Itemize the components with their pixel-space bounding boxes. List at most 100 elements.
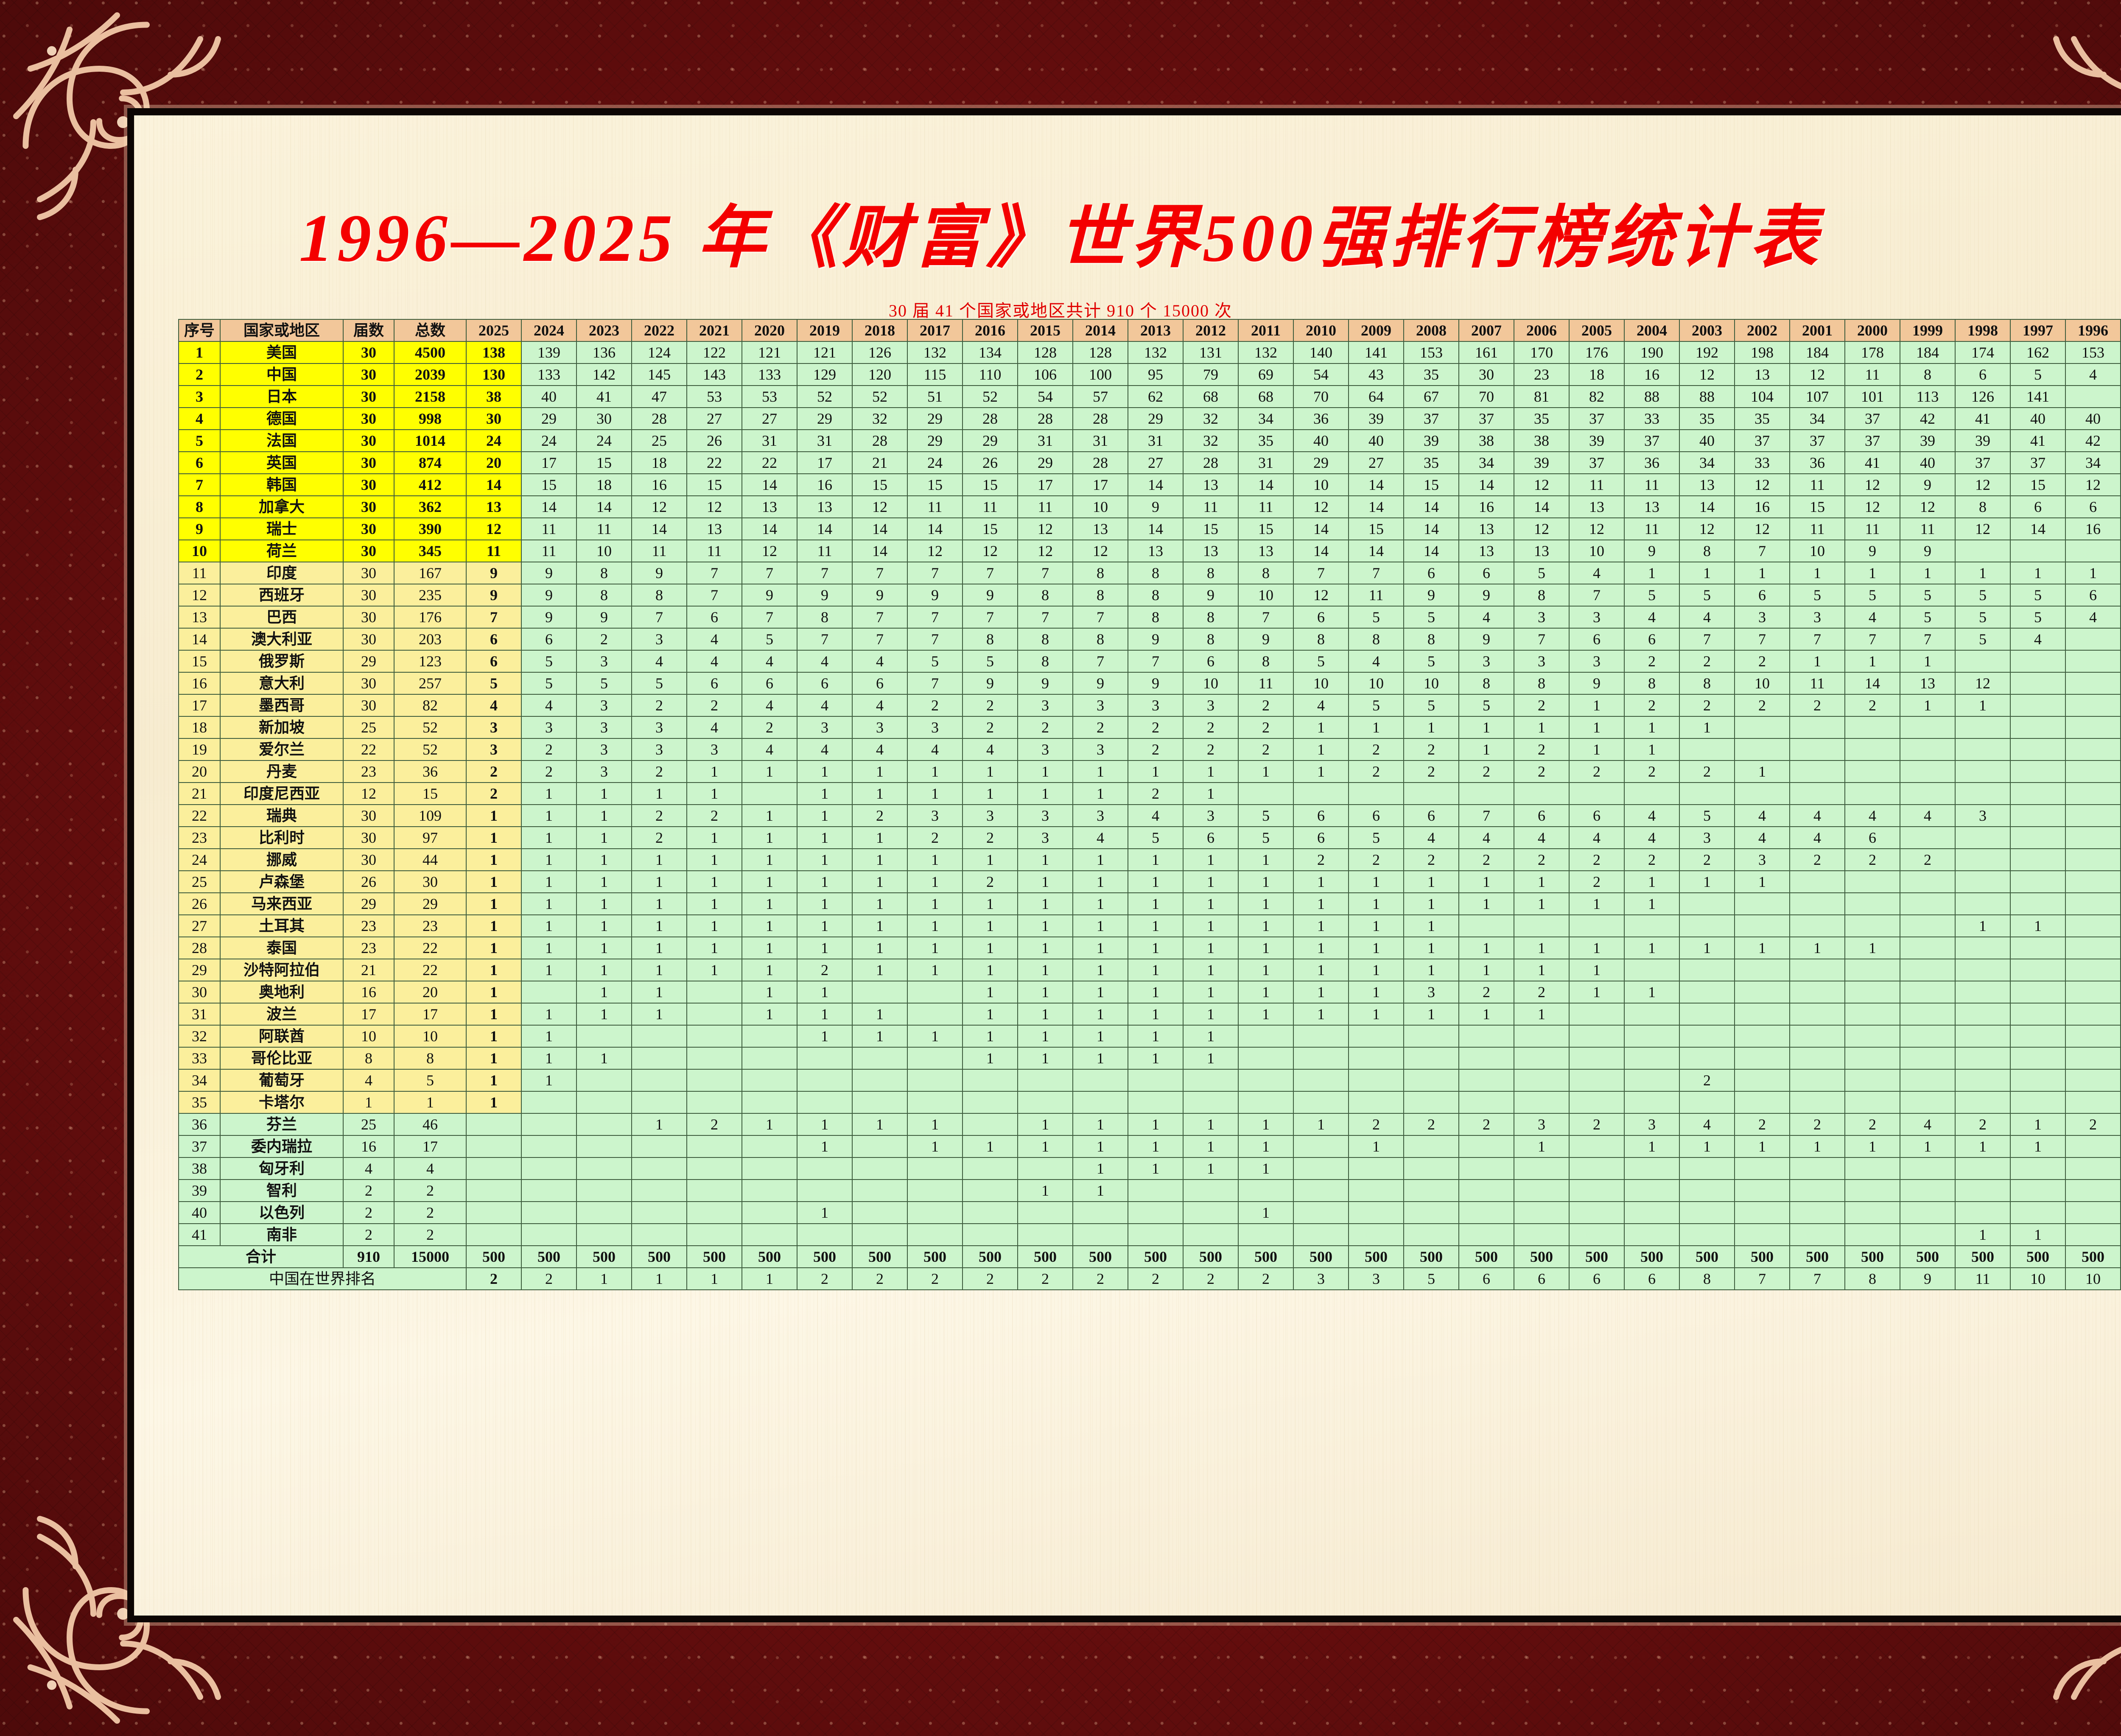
total-cell: 203 — [394, 628, 467, 651]
year-value-cell-2001: 1 — [1789, 650, 1845, 673]
col-header-index[interactable]: 序号 — [178, 319, 221, 342]
col-header-year-2018[interactable]: 2018 — [852, 319, 908, 342]
year-value-cell-2001: 184 — [1789, 341, 1845, 364]
col-header-year-2014[interactable]: 2014 — [1072, 319, 1128, 342]
table-row[interactable]: 35 卡塔尔 1 1 1 — [178, 1091, 2121, 1114]
year-value-cell-2019: 8 — [797, 606, 853, 629]
col-header-year-2006[interactable]: 2006 — [1514, 319, 1570, 342]
year-value-cell-2025: 1 — [466, 1091, 522, 1114]
total-year-cell-2006: 500 — [1514, 1245, 1570, 1268]
table-row[interactable]: 24 挪威 30 44 1 1 1 1 1 1 1 1 1 1 1 1 1 1 1 2 2 2 2 2 2 2 2 3 2 2 2 — [178, 848, 2121, 871]
table-row[interactable]: 38 匈牙利 4 4 1 1 1 1 — [178, 1157, 2121, 1180]
row-index-cell: 27 — [178, 914, 221, 937]
table-row[interactable]: 18 新加坡 25 52 3 3 3 3 4 2 3 3 3 2 2 2 2 2 2 1 1 1 1 1 1 1 1 — [178, 716, 2121, 739]
table-row[interactable]: 23 比利时 30 97 1 1 1 2 1 1 1 1 2 2 3 4 5 6 5 6 5 4 4 4 4 4 3 4 4 6 — [178, 826, 2121, 849]
sessions-cell: 4 — [343, 1069, 395, 1092]
col-header-year-2023[interactable]: 2023 — [576, 319, 632, 342]
table-row[interactable]: 4 德国 30 998 30 29 30 28 27 27 29 32 29 28 28 28 29 32 34 36… — [178, 407, 2121, 430]
year-value-cell-1999: 42 — [1900, 407, 1956, 430]
year-value-cell-2020: 9 — [742, 584, 797, 607]
table-row[interactable]: 26 马来西亚 29 29 1 1 1 1 1 1 1 1 1 1 1 1 1 1 1 1 1 1 1 1 1 1 — [178, 892, 2121, 915]
table-row[interactable]: 40 以色列 2 2 1 1 — [178, 1201, 2121, 1224]
table-row[interactable]: 28 泰国 23 22 1 1 1 1 1 1 1 1 1 1 1 1 1 1 1 1 1 1 1 1 1 1 1 1 1 1 — [178, 936, 2121, 959]
col-header-year-2001[interactable]: 2001 — [1789, 319, 1845, 342]
row-index-cell: 23 — [178, 826, 221, 849]
table-row[interactable]: 22 瑞典 30 109 1 1 1 2 2 1 1 2 3 3 3 3 4 3 5 6 6 6 7 6 6 4 5 4 4 4 4 3 — [178, 804, 2121, 827]
table-row[interactable]: 37 委内瑞拉 16 17 1 1 1 1 1 1 1 1 1 1 1 1 1 1 1 1 1 1 — [178, 1135, 2121, 1158]
col-header-total[interactable]: 总数 — [394, 319, 467, 342]
year-value-cell-2017 — [907, 1047, 963, 1070]
year-value-cell-2023 — [576, 1223, 632, 1246]
year-value-cell-2018: 1 — [852, 870, 908, 893]
col-header-year-2010[interactable]: 2010 — [1293, 319, 1349, 342]
table-row[interactable]: 20 丹麦 23 36 2 2 3 2 1 1 1 1 1 1 1 1 1 1 1 1 2 2 2 2 2 2 2 1 — [178, 760, 2121, 783]
col-header-year-2019[interactable]: 2019 — [797, 319, 853, 342]
country-name-cell: 日本 — [220, 385, 344, 408]
table-row[interactable]: 33 哥伦比亚 8 8 1 1 1 1 1 1 1 1 — [178, 1047, 2121, 1070]
col-header-year-2024[interactable]: 2024 — [521, 319, 577, 342]
col-header-country[interactable]: 国家或地区 — [220, 319, 344, 342]
table-row[interactable]: 15 俄罗斯 29 123 6 5 3 4 4 4 4 4 5 5 8 7 7 6 8 5 4 5 3 3 3 2 2 2 1 1 1 — [178, 650, 2121, 673]
year-value-cell-2011: 31 — [1238, 451, 1294, 474]
table-row[interactable]: 3 日本 30 2158 38 40 41 47 53 53 52 52 51 52 54 57 62 68 68 7… — [178, 385, 2121, 408]
table-row[interactable]: 27 土耳其 23 23 1 1 1 1 1 1 1 1 1 1 1 1 1 1 1 1 1 1 1 1 — [178, 914, 2121, 937]
table-row[interactable]: 34 葡萄牙 4 5 1 1 2 — [178, 1069, 2121, 1092]
table-row[interactable]: 39 智利 2 2 1 1 — [178, 1179, 2121, 1202]
col-header-year-2017[interactable]: 2017 — [907, 319, 963, 342]
col-header-sessions[interactable]: 届数 — [343, 319, 395, 342]
table-row[interactable]: 41 南非 2 2 1 1 — [178, 1223, 2121, 1246]
col-header-year-2004[interactable]: 2004 — [1624, 319, 1680, 342]
table-row[interactable]: 29 沙特阿拉伯 21 22 1 1 1 1 1 1 2 1 1 1 1 1 1 1 1 1 1 1 1 1 1 — [178, 959, 2121, 981]
table-row[interactable]: 30 奥地利 16 20 1 1 1 1 1 1 1 1 1 1 1 1 1 3 2 2 1 1 — [178, 981, 2121, 1004]
table-row[interactable]: 6 英国 30 874 20 17 15 18 22 22 17 21 24 26 29 28 27 28 31 29… — [178, 451, 2121, 474]
table-row[interactable]: 31 波兰 17 17 1 1 1 1 1 1 1 1 1 1 1 1 1 1 1 1 1 1 — [178, 1003, 2121, 1026]
year-value-cell-2025 — [466, 1157, 522, 1180]
col-header-year-2005[interactable]: 2005 — [1569, 319, 1625, 342]
col-header-year-2011[interactable]: 2011 — [1238, 319, 1294, 342]
year-value-cell-2020 — [742, 1025, 797, 1048]
col-header-year-2002[interactable]: 2002 — [1734, 319, 1790, 342]
table-row[interactable]: 7 韩国 30 412 14 15 18 16 15 14 16 15 15 15 17 17 14 13 14 10… — [178, 473, 2121, 496]
col-header-year-2016[interactable]: 2016 — [962, 319, 1018, 342]
table-row[interactable]: 17 墨西哥 30 82 4 4 3 2 2 4 4 4 2 2 3 3 3 3 2 4 5 5 5 2 1 2 2 2 2 2 1 1 — [178, 694, 2121, 717]
col-header-year-2025[interactable]: 2025 — [466, 319, 522, 342]
table-row[interactable]: 2 中国 30 2039 130 133 142 145 143 133 129 120 115 110 1… — [178, 363, 2121, 386]
table-row[interactable]: 21 印度尼西亚 12 15 2 1 1 1 1 1 1 1 1 1 1 2 1 — [178, 782, 2121, 805]
col-header-year-1997[interactable]: 1997 — [2010, 319, 2066, 342]
table-row[interactable]: 16 意大利 30 257 5 5 5 5 6 6 6 6 7 9 9 9 9 10 11 10 10 10 8 8 9 8 8 10… — [178, 672, 2121, 695]
table-row[interactable]: 12 西班牙 30 235 9 9 8 8 7 9 9 9 9 9 8 8 8 9 10 12 11 9 9 8 7 5 5 6 5 5 5… — [178, 584, 2121, 607]
year-value-cell-2013: 1 — [1128, 848, 1184, 871]
table-row[interactable]: 32 阿联酋 10 10 1 1 1 1 1 1 1 1 1 1 — [178, 1025, 2121, 1048]
col-header-year-2000[interactable]: 2000 — [1844, 319, 1900, 342]
table-row[interactable]: 1 美国 30 4500 138 139 136 124 122 121 121 126 132 134 1… — [178, 341, 2121, 364]
col-header-year-2015[interactable]: 2015 — [1017, 319, 1073, 342]
col-header-year-2020[interactable]: 2020 — [742, 319, 797, 342]
table-row[interactable]: 11 印度 30 167 9 9 8 9 7 7 7 7 7 7 7 8 8 8 8 7 7 6 6 5 4 1 1 1 1 1 1 1 1 1 — [178, 562, 2121, 584]
col-header-year-2012[interactable]: 2012 — [1183, 319, 1239, 342]
col-header-year-2013[interactable]: 2013 — [1128, 319, 1184, 342]
table-row[interactable]: 5 法国 30 1014 24 24 24 25 26 31 31 28 29 29 31 31 31 32 35 4… — [178, 429, 2121, 452]
col-header-year-2021[interactable]: 2021 — [686, 319, 742, 342]
table-row[interactable]: 36 芬兰 25 46 1 2 1 1 1 1 1 1 1 1 1 1 2 2 2 3 2 3 4 2 2 2 4 2 1 2 — [178, 1113, 2121, 1136]
col-header-year-1998[interactable]: 1998 — [1955, 319, 2011, 342]
table-row[interactable]: 9 瑞士 30 390 12 11 11 14 13 14 14 14 14 15 12 13 14 15 15 14… — [178, 517, 2121, 540]
table-row[interactable]: 8 加拿大 30 362 13 14 14 12 12 13 13 12 11 11 11 10 9 11 11 12… — [178, 495, 2121, 518]
year-value-cell-2005: 39 — [1569, 429, 1625, 452]
table-row[interactable]: 13 巴西 30 176 7 9 9 7 6 7 8 7 7 7 7 7 8 8 7 6 5 5 4 3 3 4 4 3 3 4 5 5 5 4 — [178, 606, 2121, 629]
year-value-cell-2025: 30 — [466, 407, 522, 430]
table-row[interactable]: 25 卢森堡 26 30 1 1 1 1 1 1 1 1 1 2 1 1 1 1 1 1 1 1 1 1 2 1 1 1 — [178, 870, 2121, 893]
col-header-year-2007[interactable]: 2007 — [1458, 319, 1514, 342]
year-value-cell-2023: 1 — [576, 1047, 632, 1070]
year-value-cell-2022: 1 — [631, 1003, 687, 1026]
col-header-year-2003[interactable]: 2003 — [1679, 319, 1735, 342]
col-header-year-1999[interactable]: 1999 — [1900, 319, 1956, 342]
col-header-year-1996[interactable]: 1996 — [2065, 319, 2121, 342]
table-row[interactable]: 19 爱尔兰 22 52 3 2 3 3 3 4 4 4 4 4 3 3 2 2 2 1 2 2 1 2 1 1 — [178, 738, 2121, 761]
col-header-year-2008[interactable]: 2008 — [1403, 319, 1459, 342]
col-header-year-2009[interactable]: 2009 — [1348, 319, 1404, 342]
year-value-cell-2014: 1 — [1072, 1047, 1128, 1070]
year-value-cell-2024: 1 — [521, 892, 577, 915]
table-row[interactable]: 14 澳大利亚 30 203 6 6 2 3 4 5 7 7 7 8 8 8 9 8 9 8 8 8 9 7 6 6 7 7 7 7 7 5 4 — [178, 628, 2121, 651]
table-row[interactable]: 10 荷兰 30 345 11 11 10 11 11 12 11 14 12 12 12 12 13 13 13 1… — [178, 540, 2121, 562]
col-header-year-2022[interactable]: 2022 — [631, 319, 687, 342]
